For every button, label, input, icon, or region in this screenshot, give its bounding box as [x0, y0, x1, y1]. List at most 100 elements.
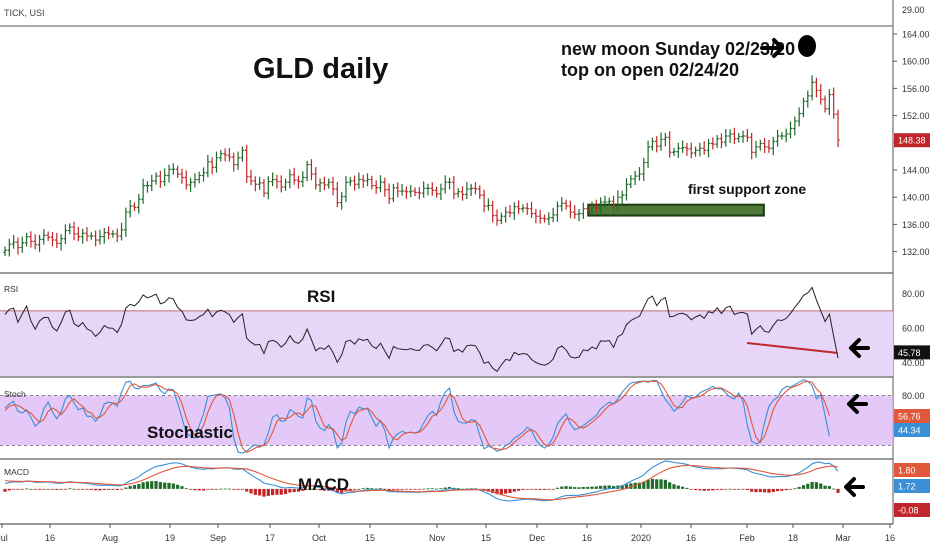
ohlc-bar	[16, 237, 20, 255]
ohlc-bar	[404, 186, 409, 199]
rsi-value-label: 45.78	[898, 348, 921, 358]
macd-histogram-bar	[594, 486, 598, 489]
macd-histogram-bar	[184, 488, 188, 490]
macd-histogram-bar	[63, 488, 68, 490]
ohlc-bar	[775, 129, 780, 147]
macd-histogram-bar	[219, 488, 223, 490]
macd-signal-line	[4, 464, 839, 501]
moon-annotation-line2: top on open 02/24/20	[561, 60, 739, 80]
ohlc-bar	[262, 179, 266, 197]
ohlc-bar	[624, 178, 629, 201]
ohlc-bar	[521, 204, 525, 213]
macd-histogram-bar	[206, 488, 210, 490]
macd-histogram-bar	[353, 488, 357, 490]
macd-histogram-bar	[706, 488, 711, 491]
ohlc-bar	[689, 142, 694, 159]
macd-histogram-bar	[232, 488, 236, 490]
date-tick-label: 16	[686, 533, 696, 543]
macd-histogram-bar	[430, 488, 434, 490]
ohlc-bar	[374, 180, 378, 194]
ohlc-bar	[193, 173, 197, 188]
price-bars	[3, 75, 840, 257]
ohlc-bar	[508, 205, 512, 218]
macd-histogram-bar	[296, 488, 301, 492]
ohlc-bar	[231, 152, 236, 172]
ohlc-bar	[24, 232, 29, 247]
ohlc-bar	[797, 107, 801, 127]
macd-histogram-bar	[581, 487, 585, 489]
ohlc-bar	[102, 228, 107, 244]
macd-histogram-bar	[465, 488, 469, 490]
ohlc-bar	[447, 177, 452, 190]
macd-histogram-bar	[775, 488, 780, 492]
macd-histogram-bar	[253, 488, 257, 495]
macd-histogram-bar	[529, 488, 534, 490]
ohlc-bar	[749, 132, 754, 160]
ohlc-bar	[236, 151, 240, 170]
macd-histogram-bar	[314, 488, 318, 490]
macd-histogram-bar	[767, 488, 771, 493]
macd-histogram-bar	[443, 487, 447, 489]
ohlc-bar	[305, 160, 309, 182]
ohlc-bar	[54, 233, 59, 248]
macd-histogram-bar	[754, 488, 758, 493]
ohlc-bar	[473, 182, 478, 195]
macd-histogram-bar	[137, 483, 141, 489]
macd-histogram-bar	[646, 479, 650, 489]
macd-histogram-bar	[396, 488, 400, 490]
macd-histogram-bar	[827, 485, 831, 489]
macd-histogram-bar	[391, 488, 396, 490]
ohlc-bar	[547, 212, 551, 226]
ohlc-bar	[559, 197, 564, 212]
support-zone-box	[587, 203, 765, 217]
macd-histogram-bar	[327, 488, 331, 491]
ohlc-bar	[564, 199, 568, 210]
ohlc-bar	[154, 172, 158, 185]
ohlc-bar	[486, 198, 491, 211]
ohlc-bar	[736, 132, 741, 143]
ohlc-bar	[7, 238, 12, 257]
macd-histogram-bar	[491, 488, 495, 494]
ohlc-bar	[823, 95, 827, 113]
price-tick-label: 152.00	[902, 111, 930, 121]
ohlc-bar	[585, 205, 590, 214]
ohlc-bar	[620, 190, 624, 205]
ohlc-bar	[814, 77, 819, 98]
macd-histogram-bar	[672, 484, 676, 489]
ohlc-bar	[767, 139, 771, 153]
stoch-value-label: 44.34	[898, 426, 921, 436]
macd-histogram-bar	[383, 488, 387, 490]
ohlc-bar	[283, 178, 288, 191]
macd-histogram-bar	[586, 486, 590, 489]
date-tick-label: 2020	[631, 533, 651, 543]
macd-histogram-bar	[663, 479, 667, 489]
stoch-label: Stoch	[4, 389, 26, 399]
ohlc-bar	[503, 206, 508, 223]
ohlc-bar	[387, 183, 391, 204]
macd-histogram-bar	[301, 488, 305, 491]
ohlc-bar	[572, 205, 577, 219]
ohlc-bar	[577, 208, 581, 222]
macd-histogram-bar	[193, 488, 197, 491]
arrow-left-icon	[849, 338, 870, 358]
ohlc-bar	[301, 171, 305, 187]
macd-histogram-bar	[55, 488, 59, 490]
ohlc-bar	[335, 182, 340, 208]
ohlc-bar	[698, 142, 702, 157]
macd-histogram-bar	[370, 488, 374, 489]
macd-histogram-bar	[763, 488, 767, 493]
macd-histogram-bar	[102, 488, 106, 491]
stoch-band	[0, 395, 893, 446]
macd-histogram-bar	[335, 488, 339, 493]
ohlc-bar	[270, 172, 275, 187]
ohlc-bar	[223, 148, 227, 162]
ohlc-bar	[348, 177, 353, 186]
ohlc-bar	[206, 154, 210, 178]
macd-histogram-bar	[249, 488, 253, 494]
macd-histogram-bar	[158, 482, 162, 489]
ohlc-bar	[149, 174, 154, 192]
ohlc-bar	[89, 232, 94, 240]
arrow-right-icon	[760, 38, 784, 58]
